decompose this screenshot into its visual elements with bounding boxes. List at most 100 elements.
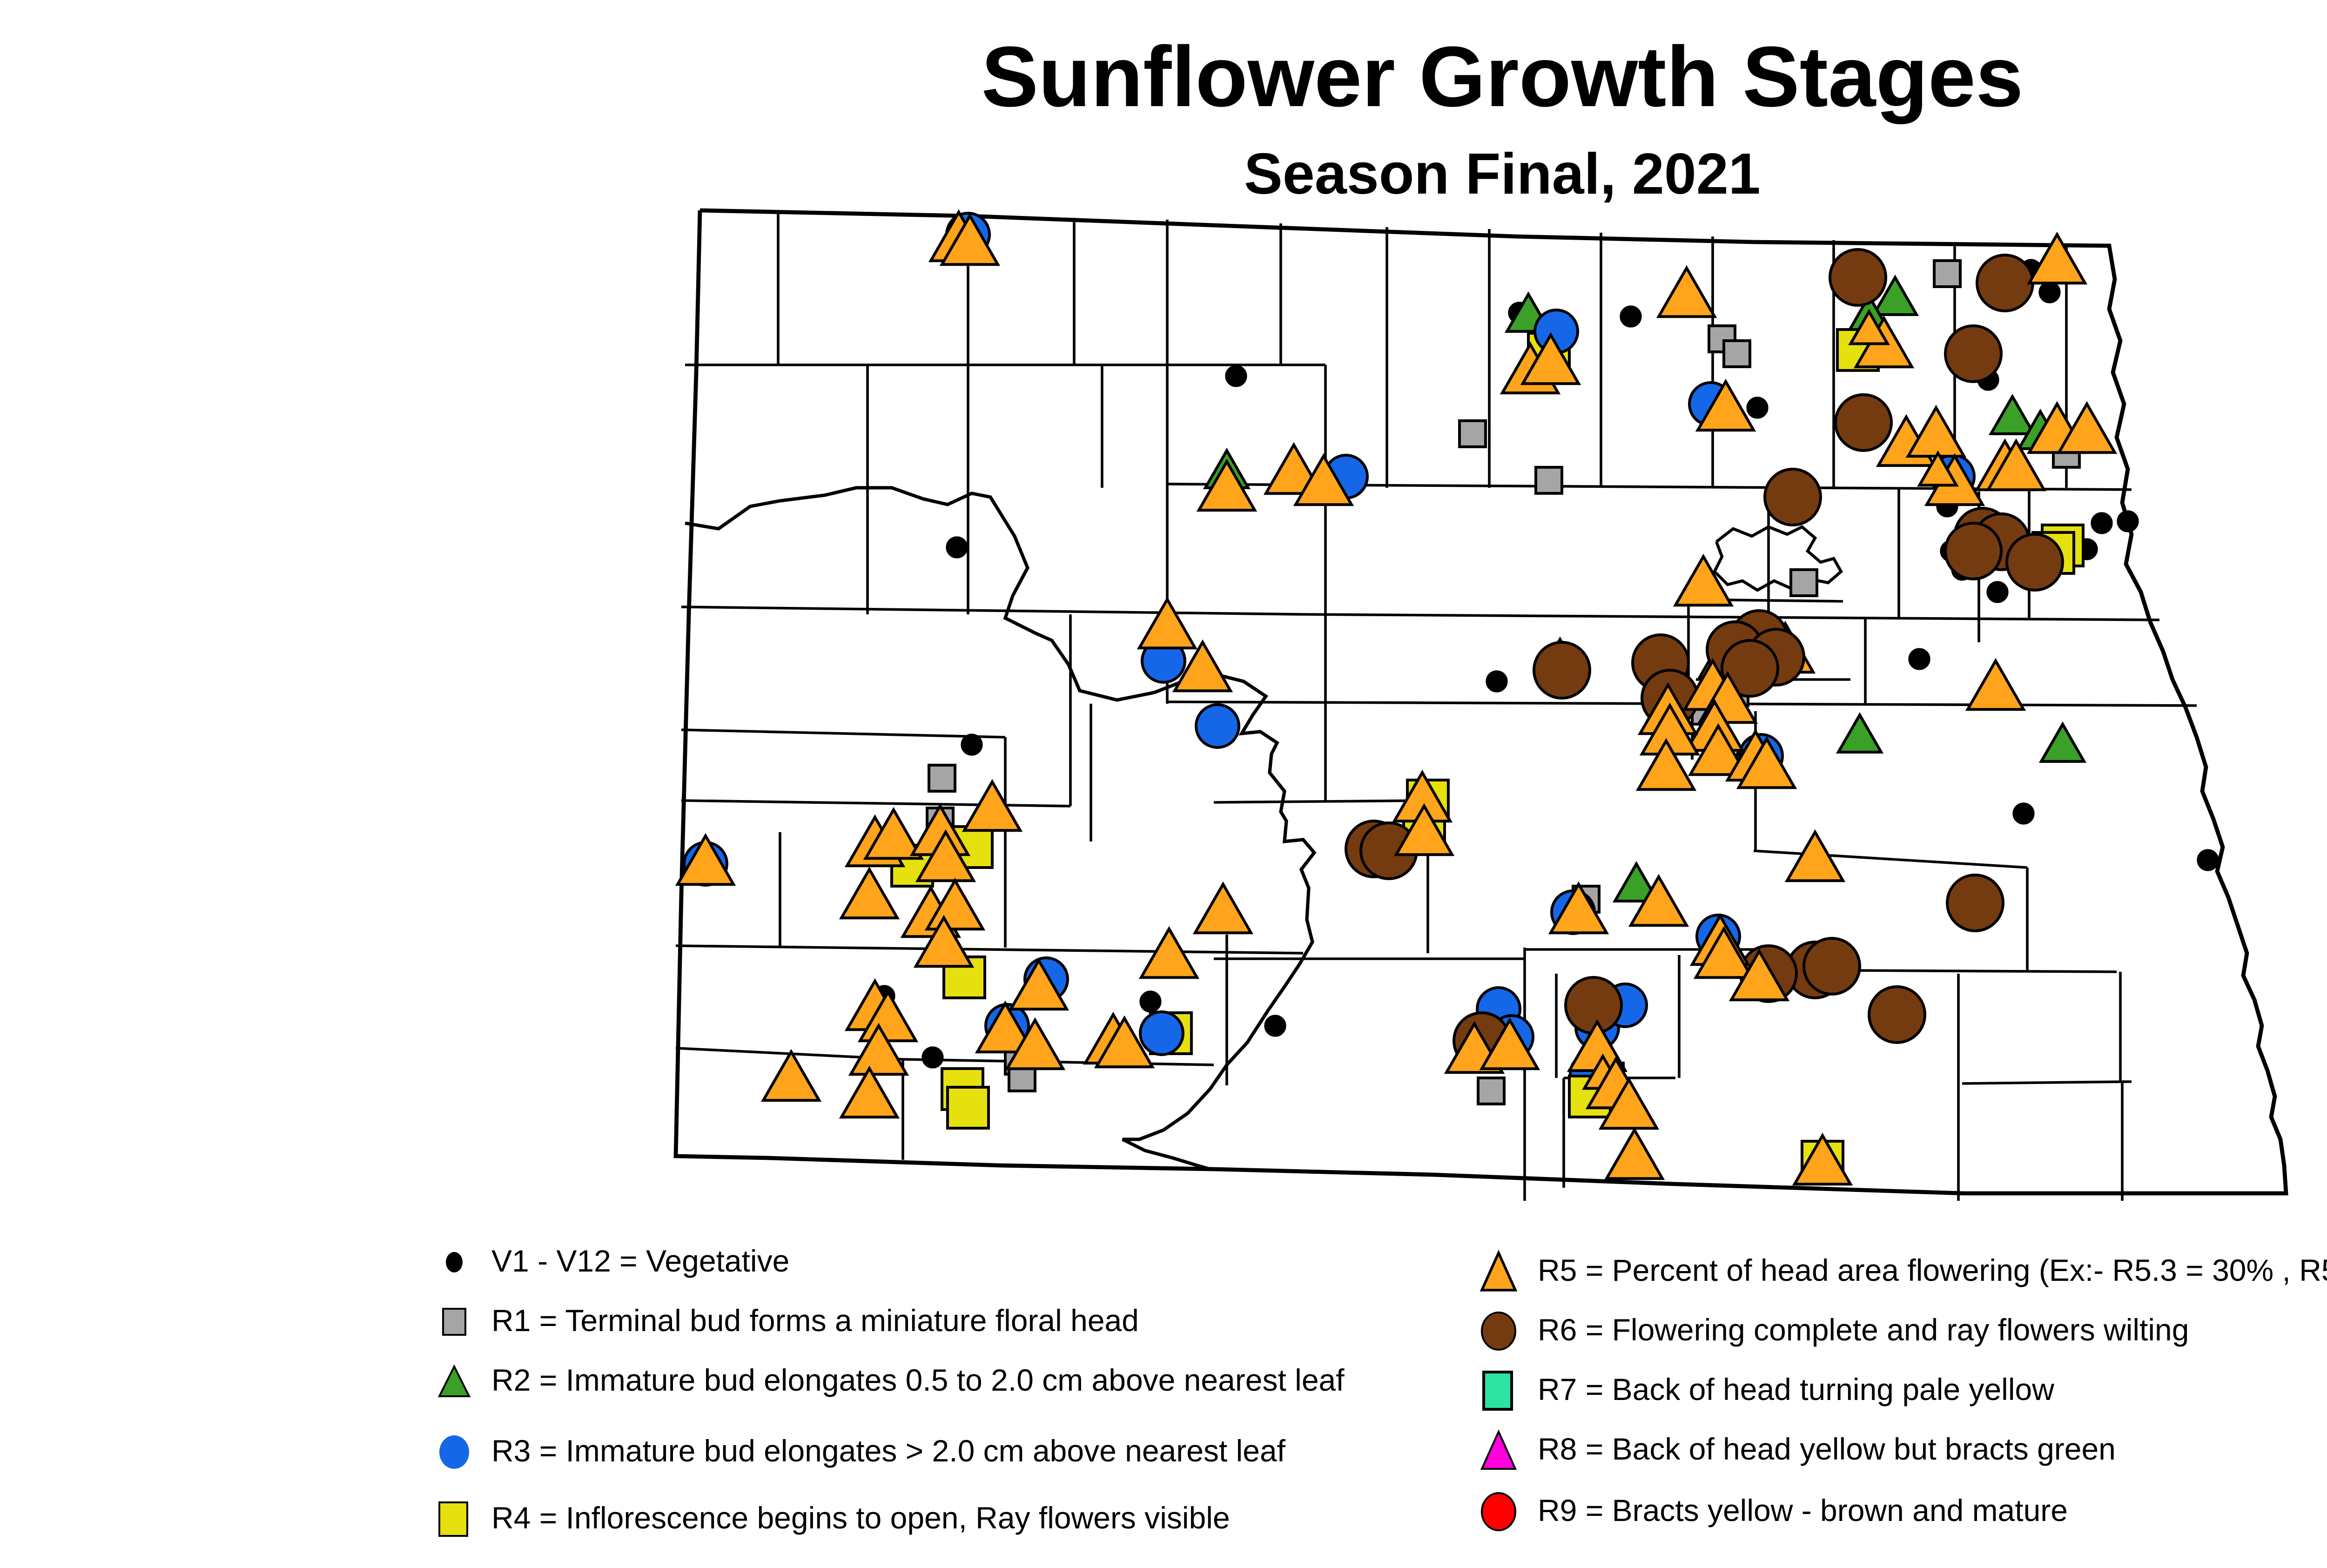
marker-r5-triangle	[839, 1065, 900, 1119]
r6-circle-icon	[1481, 1312, 1516, 1351]
legend-label: R5 = Percent of head area flowering (Ex:…	[1538, 1254, 2327, 1287]
marker-r6-circle	[1944, 324, 2003, 383]
county-line	[681, 606, 2160, 621]
marker-r5-triangle	[913, 915, 975, 968]
marker-v-circle	[921, 1046, 944, 1069]
marker-v-circle	[2038, 281, 2061, 303]
marker-v-circle	[1264, 1015, 1286, 1037]
marker-v-circle	[2091, 512, 2113, 534]
marker-r5-triangle	[675, 833, 736, 886]
marker-r3-circle	[1195, 703, 1240, 749]
marker-r6-circle	[1533, 641, 1591, 700]
marker-r5-triangle	[1688, 723, 1749, 776]
vegetative-dot-icon	[446, 1252, 463, 1272]
marker-v-circle	[2012, 802, 2035, 825]
marker-r2-triangle	[1988, 393, 2037, 436]
marker-r5-triangle	[1695, 378, 1756, 432]
marker-r4-square	[946, 1086, 990, 1130]
marker-r1-square	[1933, 259, 1962, 288]
marker-r5-triangle	[915, 829, 976, 882]
marker-v-circle	[1139, 990, 1162, 1013]
marker-r5-triangle	[962, 779, 1023, 832]
legend-item-r8: R8 = Back of head yellow but bracts gree…	[1478, 1429, 2116, 1471]
marker-r6-circle	[1946, 874, 2004, 932]
marker-r5-triangle	[1548, 881, 1609, 935]
legend-label: R8 = Back of head yellow but bracts gree…	[1538, 1433, 2116, 1466]
marker-r5-triangle	[2056, 401, 2118, 454]
marker-r5-triangle	[839, 866, 900, 920]
r2-triangle-icon	[437, 1364, 471, 1397]
marker-r5-triangle	[1196, 458, 1258, 512]
legend-label: V1 - V12 = Vegetative	[491, 1245, 790, 1278]
marker-r1-square	[1722, 339, 1751, 368]
marker-r5-triangle	[1673, 553, 1734, 607]
marker-r5-triangle	[1848, 309, 1890, 345]
county-line	[1962, 1080, 2132, 1085]
county-line	[681, 799, 1071, 808]
marker-r5-triangle	[1917, 450, 1959, 487]
marker-r5-triangle	[1172, 639, 1233, 693]
marker-r5-triangle	[1137, 596, 1198, 650]
legend-label: R4 = Inflorescence begins to open, Ray f…	[491, 1501, 1230, 1535]
marker-r6-circle	[1829, 248, 1887, 307]
marker-r5-triangle	[1728, 948, 1790, 1002]
marker-v-circle	[2117, 510, 2139, 532]
legend-label: R1 = Terminal bud forms a miniature flor…	[491, 1304, 1139, 1338]
marker-r5-triangle	[1965, 658, 2026, 711]
state-border	[673, 208, 2288, 1196]
legend-label: R2 = Immature bud elongates 0.5 to 2.0 c…	[491, 1364, 1345, 1397]
legend-label: R3 = Immature bud elongates > 2.0 cm abo…	[491, 1434, 1286, 1468]
marker-r5-triangle	[1004, 1017, 1066, 1070]
marker-r6-circle	[1834, 393, 1893, 452]
marker-r6-circle	[1763, 468, 1822, 526]
marker-r3-circle	[1139, 1010, 1184, 1056]
legend-item-r4: R4 = Inflorescence begins to open, Ray f…	[436, 1501, 1230, 1538]
marker-r5-triangle	[1693, 926, 1755, 979]
county-line	[681, 728, 1006, 739]
marker-r5-triangle	[924, 877, 986, 931]
marker-r6-circle	[1868, 985, 1926, 1044]
marker-r6-circle	[1944, 522, 2003, 580]
r4-square-icon	[438, 1501, 468, 1537]
marker-v-circle	[1620, 305, 1642, 328]
marker-r5-triangle	[1520, 332, 1581, 385]
legend-item-r5: R5 = Percent of head area flowering (Ex:…	[1478, 1250, 2327, 1292]
marker-r2-triangle	[1871, 274, 1919, 316]
r9-circle-icon	[1481, 1492, 1516, 1531]
legend-item-r3: R3 = Immature bud elongates > 2.0 cm abo…	[436, 1433, 1285, 1471]
marker-v-circle	[1225, 365, 1247, 387]
marker-r5-triangle	[1635, 738, 1697, 791]
marker-r6-circle	[2005, 533, 2064, 592]
marker-v-circle	[1746, 397, 1769, 419]
marker-r5-triangle	[1628, 874, 1689, 927]
marker-r1-square	[1789, 568, 1818, 597]
r1-square-icon	[442, 1308, 466, 1336]
legend-item-vegetative: V1 - V12 = Vegetative	[436, 1244, 789, 1281]
marker-r2-triangle	[1612, 861, 1661, 903]
r3-circle-icon	[439, 1435, 469, 1469]
devils-lake	[1713, 525, 1843, 592]
marker-r5-triangle	[1008, 957, 1069, 1011]
legend-item-r6: R6 = Flowering complete and ray flowers …	[1478, 1311, 2189, 1352]
marker-r1-square	[1458, 419, 1487, 448]
marker-r5-triangle	[1792, 1132, 1853, 1186]
marker-r5-triangle	[1138, 926, 1200, 979]
marker-v-circle	[946, 536, 968, 559]
marker-r5-triangle	[1094, 1015, 1155, 1069]
marker-r5-triangle	[1736, 736, 1797, 789]
marker-r6-circle	[1976, 254, 2034, 312]
marker-r2-triangle	[2038, 721, 2087, 763]
marker-r5-triangle	[863, 807, 924, 860]
marker-v-circle	[1486, 670, 1508, 693]
legend-label: R7 = Back of head turning pale yellow	[1538, 1373, 2054, 1406]
missouri-river	[685, 486, 1317, 1171]
r7-square-icon	[1482, 1371, 1513, 1411]
legend-item-r2: R2 = Immature bud elongates 0.5 to 2.0 c…	[436, 1363, 1345, 1400]
marker-r5-triangle	[1393, 803, 1455, 856]
marker-r5-triangle	[760, 1049, 822, 1102]
marker-r6-circle	[1721, 639, 1779, 698]
legend-item-r1: R1 = Terminal bud forms a miniature flor…	[436, 1303, 1139, 1340]
chart-title: Sunflower Growth Stages	[981, 28, 2024, 125]
